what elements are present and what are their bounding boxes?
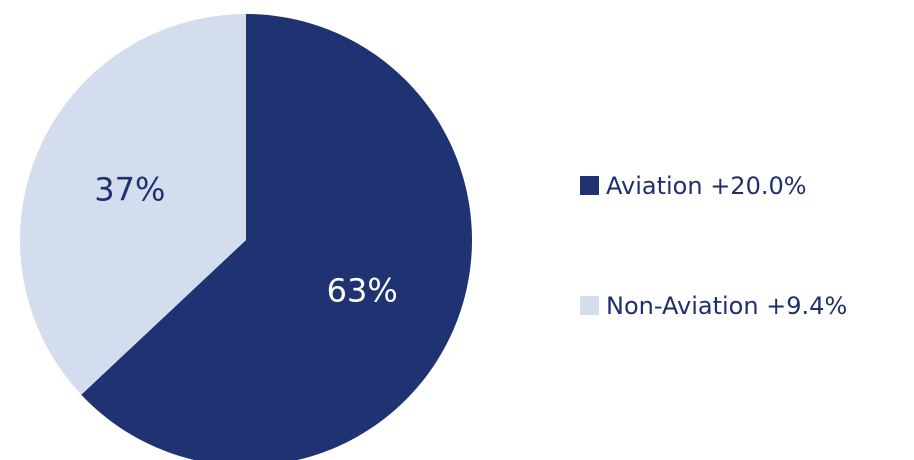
- legend-label: Aviation +20.0%: [606, 172, 807, 200]
- slice-value-label: 63%: [327, 271, 398, 309]
- pie-slice-non-aviation: [19, 13, 246, 395]
- legend-label: Non-Aviation +9.4%: [606, 292, 847, 320]
- legend-swatch: [580, 296, 599, 315]
- legend: Aviation +20.0% Non-Aviation +9.4%: [580, 172, 847, 320]
- legend-swatch: [580, 176, 599, 195]
- pie-slices: [19, 13, 472, 460]
- pie-slice-aviation: [81, 14, 472, 460]
- pie-slice-labels: 63% 37%: [94, 171, 398, 310]
- slice-value-label: 37%: [94, 171, 165, 209]
